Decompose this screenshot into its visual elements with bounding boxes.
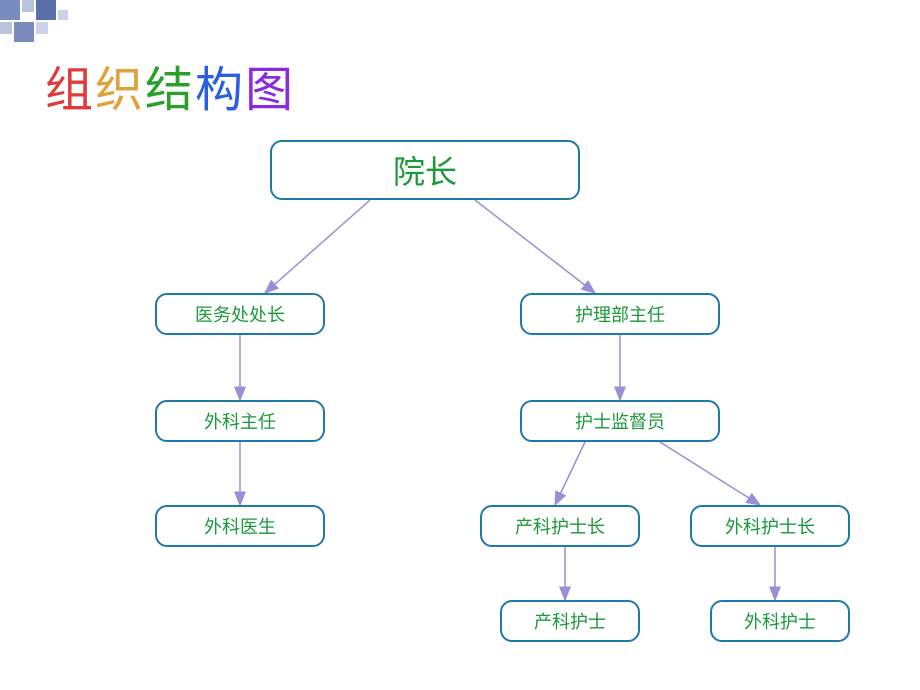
org-node-n1: 医务处处长 bbox=[155, 293, 325, 335]
org-edge bbox=[555, 442, 585, 505]
org-node-n8: 产科护士 bbox=[500, 600, 640, 642]
title-char: 组 bbox=[45, 50, 95, 120]
org-edge bbox=[660, 442, 760, 505]
org-node-n2: 护理部主任 bbox=[520, 293, 720, 335]
org-node-n9: 外科护士 bbox=[710, 600, 850, 642]
org-edge bbox=[475, 200, 595, 293]
title-char: 构 bbox=[195, 50, 245, 120]
deco-square bbox=[0, 0, 20, 20]
title-char: 织 bbox=[95, 50, 145, 120]
org-node-n5: 外科医生 bbox=[155, 505, 325, 547]
deco-square bbox=[58, 10, 68, 20]
org-node-n0: 院长 bbox=[270, 140, 580, 200]
deco-square bbox=[0, 22, 12, 34]
corner-decoration bbox=[0, 0, 150, 50]
deco-square bbox=[22, 0, 34, 12]
org-node-n7: 外科护士长 bbox=[690, 505, 850, 547]
org-node-n4: 护士监督员 bbox=[520, 400, 720, 442]
deco-square bbox=[36, 0, 56, 20]
title-char: 结 bbox=[145, 50, 195, 120]
org-node-n6: 产科护士长 bbox=[480, 505, 640, 547]
deco-square bbox=[36, 22, 48, 34]
title-char: 图 bbox=[245, 50, 295, 120]
org-edge bbox=[265, 200, 370, 293]
org-node-n3: 外科主任 bbox=[155, 400, 325, 442]
slide-title: 组织结构图 bbox=[45, 50, 295, 120]
deco-square bbox=[14, 22, 34, 42]
